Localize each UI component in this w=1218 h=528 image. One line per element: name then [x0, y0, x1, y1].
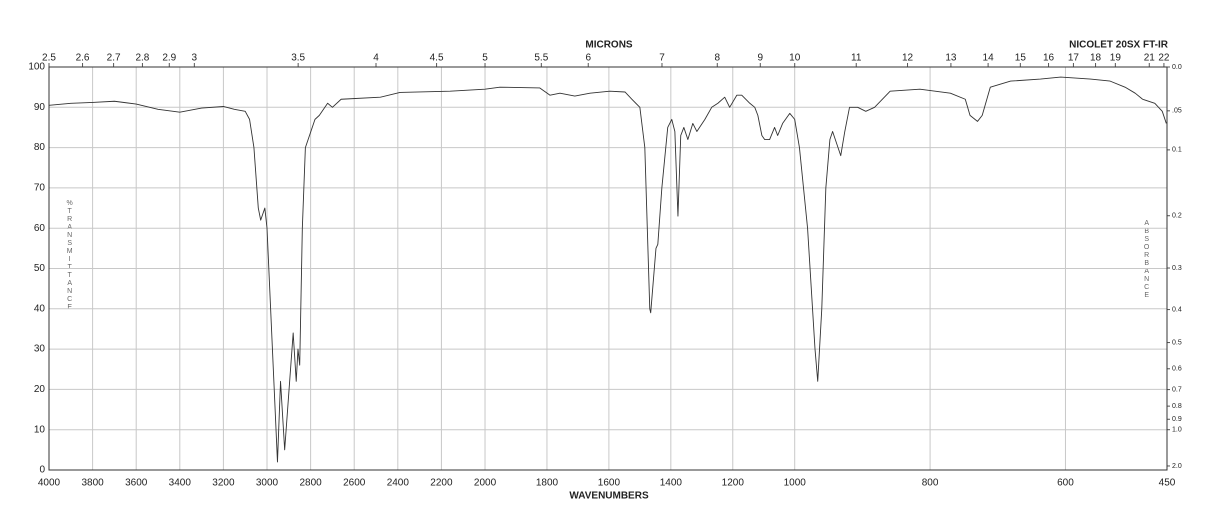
x2-tick-label: 2.5	[42, 53, 56, 64]
x2-tick-label: 6	[585, 53, 591, 64]
x2-tick-label: 7	[659, 53, 665, 64]
y-tick-label: 20	[34, 384, 46, 395]
y-tick-label: 30	[34, 344, 46, 355]
x2-tick-label: 9	[758, 53, 764, 64]
x2-tick-label: 4	[373, 53, 379, 64]
top-axis-title: MICRONS	[585, 40, 633, 51]
x2-tick-label: 2.9	[162, 53, 176, 64]
plot-frame	[48, 66, 1168, 471]
y2-tick-label: 0.4	[1172, 306, 1182, 313]
x-tick-label: 4000	[38, 478, 61, 489]
x-tick-label: 3600	[125, 478, 148, 489]
x2-tick-label: 14	[983, 53, 995, 64]
x2-tick-label: 5.5	[534, 53, 548, 64]
y2-tick-label: 0.6	[1172, 366, 1182, 373]
y-tick-label: 90	[34, 102, 46, 113]
y2-tick-label: 0.3	[1172, 265, 1182, 272]
y2-tick-label: 0.0	[1172, 64, 1182, 71]
x2-tick-label: 16	[1043, 53, 1055, 64]
x-tick-label: 1600	[598, 478, 621, 489]
x-tick-label: 2200	[430, 478, 453, 489]
y2-tick-label: 0.2	[1172, 213, 1182, 220]
x2-tick-label: 13	[945, 53, 957, 64]
x-tick-label: 600	[1057, 478, 1074, 489]
y-tick-label: 10	[34, 424, 46, 435]
spectrum-line	[48, 76, 1167, 463]
y-tick-label: 80	[34, 142, 46, 153]
x2-tick-label: 2.7	[107, 53, 121, 64]
x-tick-label: 3800	[81, 478, 104, 489]
x-tick-label: 3000	[256, 478, 279, 489]
x2-tick-label: 2.6	[76, 53, 90, 64]
y-tick-label: 70	[34, 183, 46, 194]
x-tick-label: 800	[922, 478, 939, 489]
x2-tick-label: 15	[1015, 53, 1027, 64]
x2-tick-label: 3.5	[291, 53, 305, 64]
x-tick-label: 1200	[722, 478, 745, 489]
x-tick-label: 2000	[474, 478, 497, 489]
x2-tick-label: 17	[1068, 53, 1080, 64]
x2-tick-label: 5	[482, 53, 488, 64]
x2-tick-label: 12	[902, 53, 914, 64]
x-tick-label: 3400	[169, 478, 192, 489]
y2-tick-label: 0.7	[1172, 386, 1182, 393]
y-tick-label: 50	[34, 263, 46, 274]
y2-tick-label: .05	[1172, 108, 1182, 115]
x2-tick-label: 22	[1158, 53, 1170, 64]
x-tick-label: 2800	[299, 478, 322, 489]
y-tick-label: 100	[28, 62, 45, 73]
y2-tick-label: 0.1	[1172, 147, 1182, 154]
x2-tick-label: 11	[851, 53, 862, 64]
x2-tick-label: 19	[1110, 53, 1122, 64]
x2-tick-label: 21	[1144, 53, 1156, 64]
y-tick-label: 0	[39, 465, 45, 476]
y-tick-label: 40	[34, 303, 46, 314]
y2-tick-label: 1.0	[1172, 427, 1182, 434]
x-tick-label: 2600	[343, 478, 366, 489]
y2-tick-label: 0.5	[1172, 339, 1182, 346]
x2-tick-label: 10	[789, 53, 801, 64]
x2-tick-label: 18	[1090, 53, 1102, 64]
x-tick-label: 1000	[784, 478, 807, 489]
x-tick-label: 2400	[387, 478, 410, 489]
x2-tick-label: 2.8	[135, 53, 149, 64]
y-tick-label: 60	[34, 223, 46, 234]
x-tick-label: 1800	[536, 478, 559, 489]
x2-tick-label: 3	[192, 53, 198, 64]
x2-tick-label: 8	[715, 53, 721, 64]
y2-tick-label: 2.0	[1172, 463, 1182, 470]
y2-axis-title: ABSORBANCE	[1143, 220, 1150, 300]
x-tick-label: 3200	[212, 478, 235, 489]
x2-tick-label: 4.5	[430, 53, 444, 64]
y2-tick-label: 0.9	[1172, 416, 1182, 423]
x-tick-label: 450	[1159, 478, 1176, 489]
y2-tick-label: 0.8	[1172, 403, 1182, 410]
x-tick-label: 1400	[660, 478, 683, 489]
y-axis-title: %TRANSMITTANCE	[66, 200, 73, 312]
chart-title: NICOLET 20SX FT-IR	[1069, 40, 1169, 51]
x-axis-title: WAVENUMBERS	[569, 491, 649, 502]
